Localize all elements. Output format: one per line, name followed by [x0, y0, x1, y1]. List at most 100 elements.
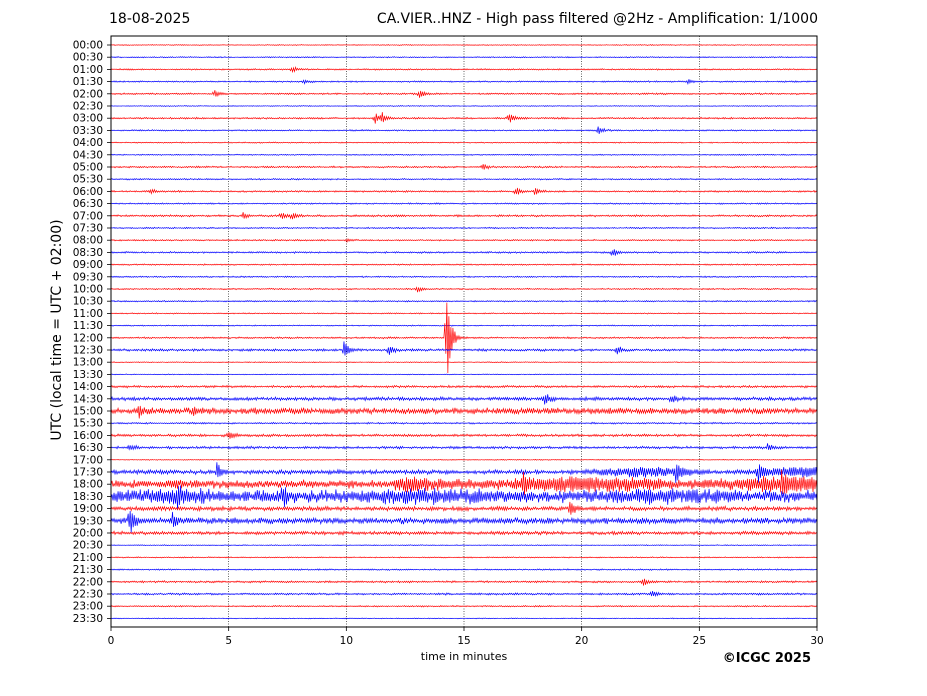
y-tick-label-04:30: 04:30 — [73, 149, 103, 161]
y-tick-label-23:30: 23:30 — [73, 613, 103, 625]
y-tick-label-14:30: 14:30 — [73, 393, 103, 405]
y-tick-label-13:00: 13:00 — [73, 357, 103, 369]
trace-22:00 — [110, 578, 818, 586]
y-tick-label-17:00: 17:00 — [73, 454, 103, 466]
y-tick-label-03:00: 03:00 — [73, 113, 103, 125]
y-tick-label-19:00: 19:00 — [73, 503, 103, 515]
trace-07:30 — [110, 226, 818, 230]
y-tick-label-10:00: 10:00 — [73, 284, 103, 296]
x-tick-label-10: 10 — [340, 635, 353, 647]
trace-14:00 — [110, 384, 818, 389]
x-tick-label-0: 0 — [108, 635, 115, 647]
trace-23:30 — [110, 617, 818, 620]
y-tick-label-09:00: 09:00 — [73, 259, 103, 271]
trace-11:00 — [110, 312, 818, 315]
y-tick-label-07:00: 07:00 — [73, 210, 103, 222]
trace-09:30 — [110, 275, 818, 279]
y-tick-label-12:30: 12:30 — [73, 345, 103, 357]
x-axis-label: time in minutes — [420, 650, 508, 663]
y-tick-label-11:30: 11:30 — [73, 320, 103, 332]
trace-07:00 — [110, 212, 818, 220]
trace-19:00 — [110, 501, 818, 515]
trace-02:30 — [110, 105, 818, 107]
trace-06:30 — [110, 202, 818, 205]
x-tick-label-5: 5 — [225, 635, 232, 647]
y-tick-label-01:30: 01:30 — [73, 76, 103, 88]
y-tick-label-09:30: 09:30 — [73, 271, 103, 283]
trace-15:30 — [110, 421, 818, 425]
y-tick-label-10:30: 10:30 — [73, 296, 103, 308]
y-tick-label-20:00: 20:00 — [73, 528, 103, 540]
y-tick-label-15:00: 15:00 — [73, 406, 103, 418]
trace-23:00 — [110, 604, 818, 608]
y-tick-label-23:00: 23:00 — [73, 601, 103, 613]
y-tick-label-04:00: 04:00 — [73, 137, 103, 149]
y-tick-label-00:00: 00:00 — [73, 40, 103, 52]
trace-02:00 — [110, 90, 818, 98]
y-tick-label-03:30: 03:30 — [73, 125, 103, 137]
trace-13:30 — [110, 373, 818, 376]
chart-date: 18-08-2025 — [109, 11, 191, 27]
copyright-text: ©ICGC 2025 — [722, 651, 811, 666]
y-tick-label-06:30: 06:30 — [73, 198, 103, 210]
trace-18:00 — [110, 469, 818, 496]
trace-03:30 — [110, 126, 818, 134]
y-tick-label-02:00: 02:00 — [73, 88, 103, 100]
trace-22:30 — [110, 591, 818, 598]
y-tick-label-14:00: 14:00 — [73, 381, 103, 393]
y-tick-label-07:30: 07:30 — [73, 223, 103, 235]
trace-08:00 — [110, 238, 818, 243]
trace-06:00 — [110, 187, 818, 195]
y-tick-label-02:30: 02:30 — [73, 101, 103, 113]
trace-21:00 — [110, 556, 818, 559]
trace-12:30 — [110, 341, 818, 356]
trace-20:00 — [110, 530, 818, 536]
chart-title: CA.VIER..HNZ - High pass filtered @2Hz -… — [376, 11, 818, 27]
trace-16:00 — [110, 432, 818, 439]
trace-10:00 — [110, 286, 818, 293]
x-tick-label-15: 15 — [457, 635, 470, 647]
trace-19:30 — [110, 510, 818, 533]
trace-14:30 — [110, 394, 818, 405]
y-tick-label-13:30: 13:30 — [73, 369, 103, 381]
trace-10:30 — [110, 299, 818, 303]
trace-11:30 — [110, 324, 818, 327]
trace-17:00 — [110, 458, 818, 461]
trace-16:30 — [110, 443, 818, 451]
y-tick-label-22:00: 22:00 — [73, 576, 103, 588]
y-tick-label-19:30: 19:30 — [73, 515, 103, 527]
trace-04:30 — [110, 153, 818, 156]
trace-09:00 — [110, 263, 818, 266]
trace-13:00 — [110, 361, 818, 364]
y-tick-label-18:30: 18:30 — [73, 491, 103, 503]
y-tick-label-18:00: 18:00 — [73, 479, 103, 491]
y-tick-label-12:00: 12:00 — [73, 332, 103, 344]
y-tick-label-00:30: 00:30 — [73, 52, 103, 64]
trace-20:30 — [110, 544, 818, 547]
y-tick-label-08:30: 08:30 — [73, 247, 103, 259]
trace-15:00 — [110, 405, 818, 419]
trace-21:30 — [110, 568, 818, 571]
y-tick-label-06:00: 06:00 — [73, 186, 103, 198]
y-tick-label-16:00: 16:00 — [73, 430, 103, 442]
y-tick-label-15:30: 15:30 — [73, 418, 103, 430]
trace-12:00 — [110, 302, 818, 373]
y-tick-label-08:00: 08:00 — [73, 235, 103, 247]
y-tick-label-05:00: 05:00 — [73, 162, 103, 174]
trace-01:00 — [110, 65, 818, 74]
y-tick-label-17:30: 17:30 — [73, 467, 103, 479]
y-tick-label-22:30: 22:30 — [73, 589, 103, 601]
trace-01:30 — [110, 79, 818, 85]
trace-18:30 — [110, 485, 818, 511]
trace-05:30 — [110, 177, 818, 181]
trace-03:00 — [110, 112, 818, 124]
x-tick-label-30: 30 — [810, 635, 823, 647]
y-tick-label-05:30: 05:30 — [73, 174, 103, 186]
trace-00:30 — [110, 56, 818, 59]
x-tick-label-20: 20 — [575, 635, 588, 647]
y-tick-label-20:30: 20:30 — [73, 540, 103, 552]
trace-04:00 — [110, 141, 818, 144]
trace-05:00 — [110, 164, 818, 170]
y-tick-label-21:00: 21:00 — [73, 552, 103, 564]
